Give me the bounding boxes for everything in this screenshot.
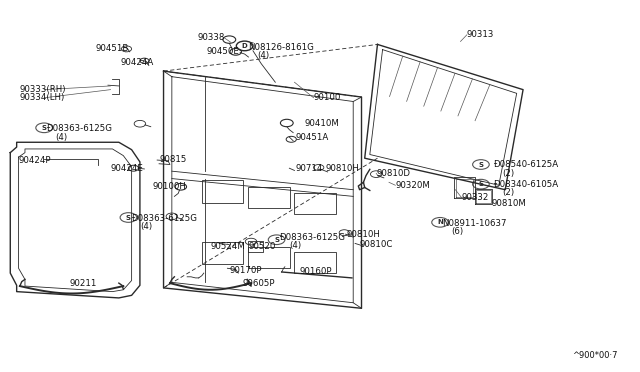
Text: 90424E: 90424E xyxy=(111,164,143,173)
Bar xyxy=(294,193,336,214)
Text: (2): (2) xyxy=(502,188,514,197)
Text: 90810D: 90810D xyxy=(376,169,410,178)
Text: 90332: 90332 xyxy=(462,193,489,202)
Bar xyxy=(202,241,243,264)
Text: D: D xyxy=(242,43,248,49)
Text: 90211: 90211 xyxy=(70,279,97,288)
Text: N08911-10637: N08911-10637 xyxy=(443,219,507,228)
Text: 90338: 90338 xyxy=(197,33,225,42)
Text: 90524M: 90524M xyxy=(210,241,245,250)
Text: 90810C: 90810C xyxy=(360,240,393,249)
Text: 90810H: 90810H xyxy=(325,164,359,173)
Text: 90313: 90313 xyxy=(467,30,494,39)
Text: 90810H: 90810H xyxy=(347,230,381,240)
Text: (4): (4) xyxy=(140,222,152,231)
Text: (2): (2) xyxy=(502,169,514,177)
Text: 90424A: 90424A xyxy=(121,58,154,67)
Text: Ð08363-6125G: Ð08363-6125G xyxy=(280,232,346,242)
Text: (6): (6) xyxy=(451,227,463,236)
Text: 90333(RH): 90333(RH) xyxy=(20,85,67,94)
Text: 90815: 90815 xyxy=(159,155,186,164)
Text: 90334(LH): 90334(LH) xyxy=(20,93,65,102)
Text: 90605P: 90605P xyxy=(242,279,275,288)
Text: S: S xyxy=(126,215,131,221)
Text: S: S xyxy=(479,181,483,187)
Text: 90451A: 90451A xyxy=(296,132,329,142)
Bar xyxy=(202,180,243,203)
Text: S: S xyxy=(42,125,47,131)
Text: 90100: 90100 xyxy=(314,93,341,102)
Text: 90714: 90714 xyxy=(296,164,323,173)
Text: 90100H: 90100H xyxy=(153,182,186,191)
Text: (4): (4) xyxy=(55,132,67,142)
Text: 90450E: 90450E xyxy=(206,47,239,56)
Text: S: S xyxy=(479,161,483,167)
Bar xyxy=(248,247,290,268)
Text: Ð08363-6125G: Ð08363-6125G xyxy=(47,124,113,134)
Text: 90320M: 90320M xyxy=(396,181,430,190)
Text: Ñ08126-8161G: Ñ08126-8161G xyxy=(248,42,314,51)
Bar xyxy=(248,187,290,208)
Text: ^900*00·7: ^900*00·7 xyxy=(572,351,618,360)
Text: 90410M: 90410M xyxy=(304,119,339,128)
Text: (4): (4) xyxy=(257,51,269,60)
Text: 90424P: 90424P xyxy=(19,155,51,164)
Text: Ð08540-6125A: Ð08540-6125A xyxy=(493,160,559,169)
Text: (4): (4) xyxy=(289,241,301,250)
Text: Ð08340-6105A: Ð08340-6105A xyxy=(493,180,559,189)
Text: 90160P: 90160P xyxy=(300,267,332,276)
Text: 90451B: 90451B xyxy=(95,44,129,53)
Text: 90810M: 90810M xyxy=(491,199,526,208)
Text: 90520: 90520 xyxy=(248,241,276,250)
Text: S: S xyxy=(274,237,279,243)
Bar xyxy=(294,252,336,273)
Text: Ð08363-6125G: Ð08363-6125G xyxy=(132,214,198,223)
Text: 90170P: 90170P xyxy=(229,266,262,275)
Text: N: N xyxy=(437,219,443,225)
